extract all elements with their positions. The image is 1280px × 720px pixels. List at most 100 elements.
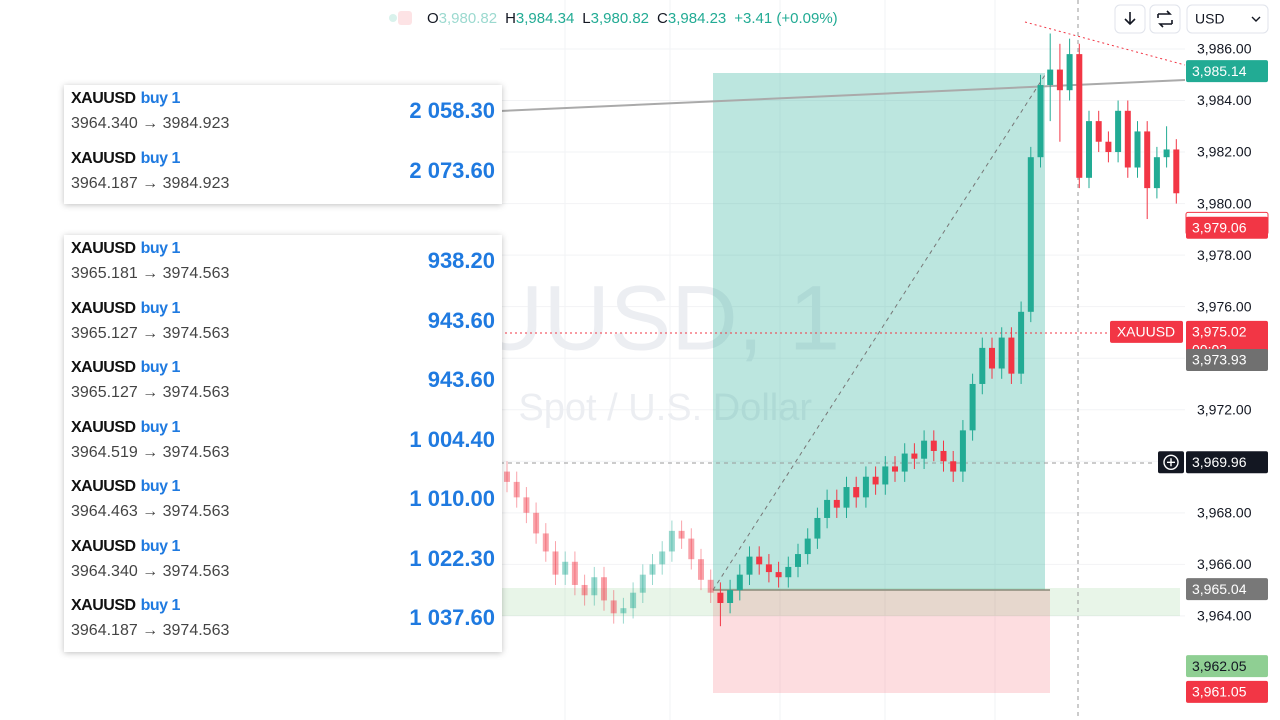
price-tag [1186, 451, 1268, 474]
trade-row[interactable]: XAUUSD buy 1 3965.127 → 3974.563 943.60 [64, 354, 502, 414]
replay-icon [1157, 10, 1173, 28]
candle-body [882, 466, 889, 485]
candle-body [940, 450, 947, 462]
candle-body [950, 461, 957, 472]
y-tick-label: 3,964.00 [1197, 608, 1252, 624]
trade-row[interactable]: XAUUSD buy 1 3964.340 → 3984.923 2 058.30 [64, 85, 502, 145]
trade-route: 3964.187 → 3974.563 [71, 622, 230, 639]
trade-route: 3964.340 → 3984.923 [71, 115, 230, 132]
candle-body [523, 497, 530, 513]
trade-symbol: XAUUSD [71, 418, 136, 436]
trade-row[interactable]: XAUUSD buy 1 3964.187 → 3984.923 2 073.60 [64, 145, 502, 205]
candle-body [1095, 121, 1102, 142]
candle-body [862, 476, 869, 498]
y-tick-label: 3,980.00 [1197, 195, 1252, 211]
symbol-tag [1110, 320, 1183, 343]
ohlc-value: 3,980.82 [591, 10, 649, 27]
trade-row[interactable]: XAUUSD buy 1 3964.463 → 3974.563 1 010.00 [64, 473, 502, 533]
y-tick-label: 3,968.00 [1197, 505, 1252, 521]
candle-body [911, 453, 918, 459]
price-tag [1186, 578, 1268, 601]
trade-symbol: XAUUSD [71, 478, 136, 495]
trade-side: buy 1 [140, 240, 181, 257]
trade-panel: XAUUSD buy 1 3965.181 → 3974.563 938.20 XAUU… [64, 235, 502, 652]
trade-symbol: XAUUSD [71, 537, 136, 555]
candle-body [1056, 69, 1063, 91]
trade-symbol: XAUUSD [71, 597, 136, 614]
trade-route: 3965.181 → 3974.563 [71, 265, 230, 282]
trade-row[interactable]: XAUUSD buy 1 3964.187 → 3974.563 1 037.60 [64, 592, 502, 652]
trade-side: buy 1 [140, 537, 181, 555]
candle-body [1124, 110, 1131, 168]
replay-button[interactable] [1149, 4, 1181, 34]
y-tick-label: 3,984.00 [1197, 92, 1252, 108]
y-tick-label: 3,978.00 [1197, 247, 1252, 263]
price-tag-label: 3,962.05 [1192, 658, 1247, 674]
candle-body [1086, 121, 1092, 178]
candle-body [1047, 69, 1054, 86]
candle-body [998, 337, 1005, 369]
trade-row[interactable]: XAUUSD buy 1 3965.127 → 3974.563 943.60 [64, 295, 502, 355]
trade-row[interactable]: XAUUSD buy 1 3964.519 → 3974.563 1 004.40 [64, 414, 502, 474]
y-tick-label: 3,986.00 [1197, 41, 1252, 57]
trade-title: XAUUSD buy 1 [71, 478, 180, 496]
candle-body [765, 564, 772, 573]
ohlc-value: 3,984.34 [516, 10, 574, 27]
candle-body [756, 556, 763, 565]
trade-row[interactable]: XAUUSD buy 1 3965.181 → 3974.563 938.20 [64, 235, 502, 295]
ohlc-value: 3,984.23 [668, 10, 726, 27]
range-band [500, 588, 1180, 616]
trade-title: XAUUSD buy 1 [71, 300, 180, 318]
trade-profit: 2 058.30 [409, 98, 495, 123]
price-tag [1186, 60, 1268, 83]
candles [504, 33, 1180, 627]
candle-body [795, 554, 801, 567]
candle-body [620, 608, 627, 614]
trade-symbol: XAUUSD [71, 299, 136, 317]
trade-route: 3965.127 → 3974.563 [71, 324, 230, 342]
currency-select[interactable] [1186, 4, 1269, 34]
trade-profit: 1 004.40 [409, 426, 495, 452]
trade-title: XAUUSD buy 1 [71, 419, 180, 437]
candle-body [571, 561, 578, 585]
trade-profit: 938.20 [427, 248, 495, 273]
trade-profit: 943.60 [427, 307, 495, 333]
candle-body [562, 561, 569, 575]
candle-body [843, 487, 850, 508]
y-tick-label: 3,982.00 [1197, 144, 1252, 160]
plus-icon [1163, 454, 1179, 471]
trade-row[interactable]: XAUUSD buy 1 3964.340 → 3974.563 1 022.30 [64, 533, 502, 593]
candle-body [639, 574, 646, 593]
candle-body [601, 577, 607, 601]
candle-body [1105, 141, 1112, 153]
candle-body [504, 471, 510, 482]
trend-dashed [712, 74, 1046, 591]
trade-title: XAUUSD buy 1 [71, 90, 180, 108]
candle-body [824, 499, 831, 518]
trade-route: 3964.187 → 3984.923 [71, 174, 230, 192]
trade-side: buy 1 [140, 478, 181, 495]
candle-body [1076, 54, 1083, 178]
trade-profit: 1 010.00 [409, 486, 495, 511]
ohlc-key: C [657, 10, 668, 27]
trade-panel: XAUUSD buy 1 3964.340 → 3984.923 2 058.30 XA… [64, 85, 502, 204]
trade-profit: 943.60 [427, 367, 495, 392]
plus-icon [1167, 458, 1175, 467]
candle-body [833, 499, 840, 508]
price-tag [1186, 680, 1268, 703]
trade-title: XAUUSD buy 1 [71, 538, 180, 556]
candle-body [736, 574, 743, 591]
candle-body [727, 590, 734, 604]
grid [500, 0, 1185, 720]
candle-body [785, 566, 792, 578]
candle-body [513, 481, 520, 498]
price-axis: 3,986.00 3,984.00 3,982.00 3,980.00 3,978.00… [1110, 41, 1269, 703]
candle-body [775, 572, 782, 578]
candle-body [1144, 131, 1151, 189]
candle-body [804, 538, 811, 555]
trade-route: 3965.127 → 3974.563 [71, 384, 230, 401]
candle-body [552, 551, 559, 575]
candle-body [542, 533, 549, 552]
ohlc-legend: O3,980.82 H3,984.34 L3,980.82 C3,984.23 +3.4… [427, 10, 838, 27]
